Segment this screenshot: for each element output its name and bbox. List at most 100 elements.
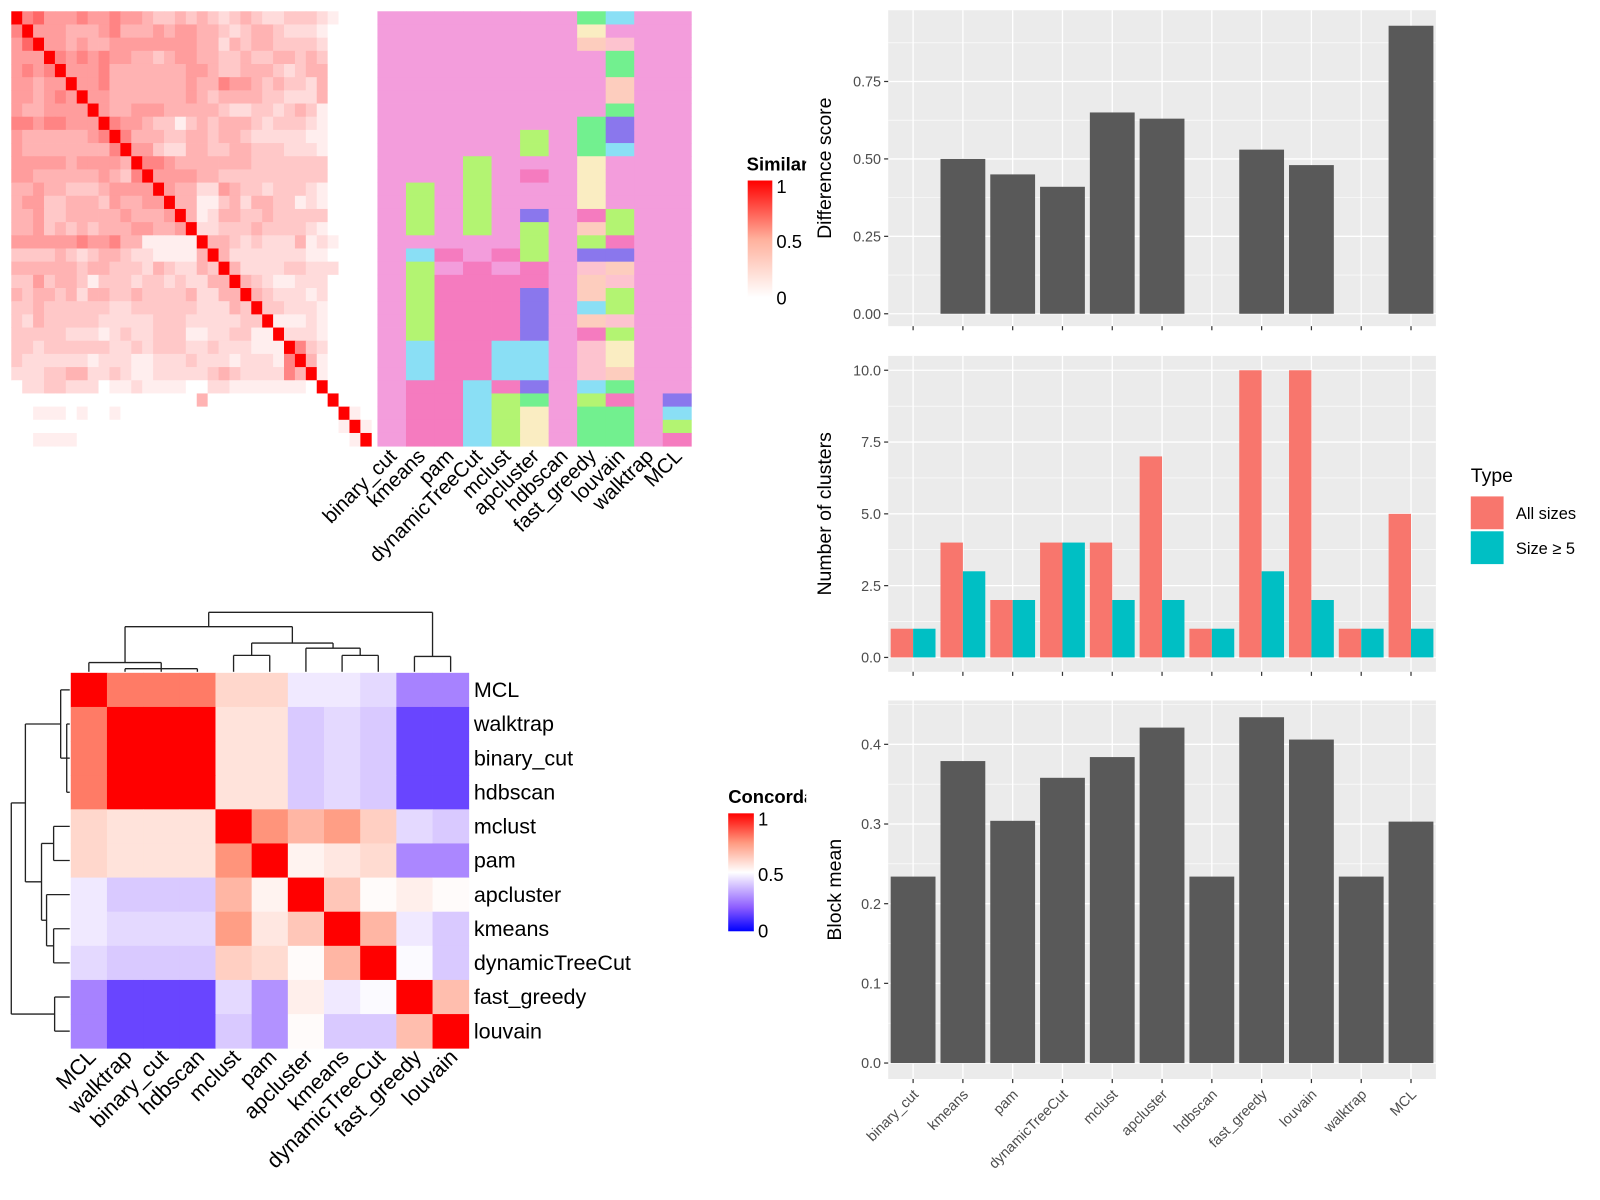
similarity-cell (11, 11, 23, 25)
similarity-cell (338, 169, 350, 184)
similarity-cell (65, 143, 78, 157)
bar-size-ge-5 (1361, 628, 1384, 658)
concordance-cell (251, 945, 289, 981)
concordance-cell (360, 945, 397, 981)
bar-size-ge-5 (1162, 600, 1185, 658)
similarity-cell (316, 235, 329, 249)
similarity-cell (174, 419, 187, 434)
similarity-cell (240, 327, 252, 342)
similarity-cell (229, 182, 241, 197)
similarity-cell (65, 327, 78, 342)
similarity-cell (22, 235, 34, 249)
similarity-cell (338, 182, 350, 197)
cluster-cell (520, 353, 550, 368)
cluster-cell (491, 90, 521, 104)
bar-all-sizes (990, 600, 1013, 658)
similarity-cell (87, 195, 99, 210)
similarity-cell (11, 103, 23, 118)
similarity-cell (338, 24, 350, 39)
cluster-cell (405, 248, 435, 263)
cluster-cell (605, 314, 635, 328)
similarity-cell (120, 77, 132, 91)
similarity-cell (65, 63, 78, 78)
similarity-cell (11, 50, 23, 65)
similarity-cell (153, 63, 165, 78)
similarity-cell (349, 432, 361, 447)
similarity-cell (262, 11, 274, 25)
similarity-cell (65, 353, 78, 368)
similarity-legend-title: Similarity (747, 153, 831, 174)
cluster-cell (520, 274, 550, 289)
similarity-cell (273, 169, 285, 184)
similarity-cell (284, 288, 296, 302)
similarity-cell (229, 248, 241, 263)
cluster-cell (577, 248, 607, 263)
similarity-cell (131, 77, 143, 91)
similarity-cell (54, 380, 67, 394)
similarity-cell (185, 261, 198, 276)
cluster-cell (548, 103, 578, 118)
concordance-cell (106, 672, 144, 708)
similarity-cell (76, 156, 89, 170)
similarity-cell (185, 340, 198, 355)
similarity-cell (54, 340, 67, 355)
similarity-cell (349, 116, 361, 131)
cluster-cell (377, 314, 407, 328)
similarity-cell (218, 156, 230, 170)
similarity-cell (54, 195, 67, 210)
similarity-cell (153, 340, 165, 355)
concordance-cell (106, 809, 144, 844)
concordance-cell (360, 877, 397, 913)
similarity-cell (294, 103, 307, 118)
similarity-cell (33, 116, 45, 131)
cluster-cell (577, 90, 607, 104)
similarity-cell (229, 11, 241, 25)
cluster-cell (605, 50, 635, 65)
similarity-cell (131, 327, 143, 342)
cluster-cell (605, 393, 635, 408)
cluster-assignment-panel: binary_cutkmeanspamdynamicTreeCutmclusta… (318, 11, 692, 567)
similarity-cell (98, 393, 110, 408)
cluster-cell (577, 419, 607, 434)
cluster-cell (434, 222, 464, 236)
similarity-cell (305, 367, 318, 381)
similarity-cell (131, 393, 143, 408)
similarity-cell (294, 156, 307, 170)
similarity-cell (196, 380, 209, 394)
similarity-cell (65, 301, 78, 315)
similarity-cell (338, 222, 350, 236)
similarity-cell (207, 182, 219, 197)
cluster-cell (548, 90, 578, 104)
similarity-cell (218, 432, 230, 447)
similarity-cell (109, 248, 121, 263)
cluster-cell (520, 380, 550, 394)
similarity-cell (164, 11, 176, 25)
similarity-cell (87, 301, 99, 315)
similarity-cell (87, 90, 99, 104)
similarity-cell (33, 274, 45, 289)
similarity-cell (360, 261, 372, 276)
concordance-cell (432, 979, 470, 1015)
similarity-cell (22, 261, 34, 276)
similarity-cell (360, 37, 372, 52)
similarity-cell (338, 63, 350, 78)
similarity-cell (240, 156, 252, 170)
bar-all-sizes (1139, 456, 1163, 658)
similarity-cell (294, 50, 307, 65)
cluster-cell (634, 156, 664, 170)
similarity-cell (349, 248, 361, 263)
similarity-cell (109, 327, 121, 342)
cluster-cell (577, 182, 607, 197)
cluster-cell (548, 129, 578, 144)
similarity-cell (76, 367, 89, 381)
similarity-cell (142, 77, 154, 91)
similarity-cell (44, 63, 56, 78)
similarity-cell (87, 327, 99, 342)
similarity-cell (207, 406, 219, 421)
concordance-cell (432, 809, 470, 844)
similarity-cell (22, 301, 34, 315)
cluster-cell (463, 235, 492, 249)
similarity-cell (327, 63, 339, 78)
similarity-cell (65, 340, 78, 355)
